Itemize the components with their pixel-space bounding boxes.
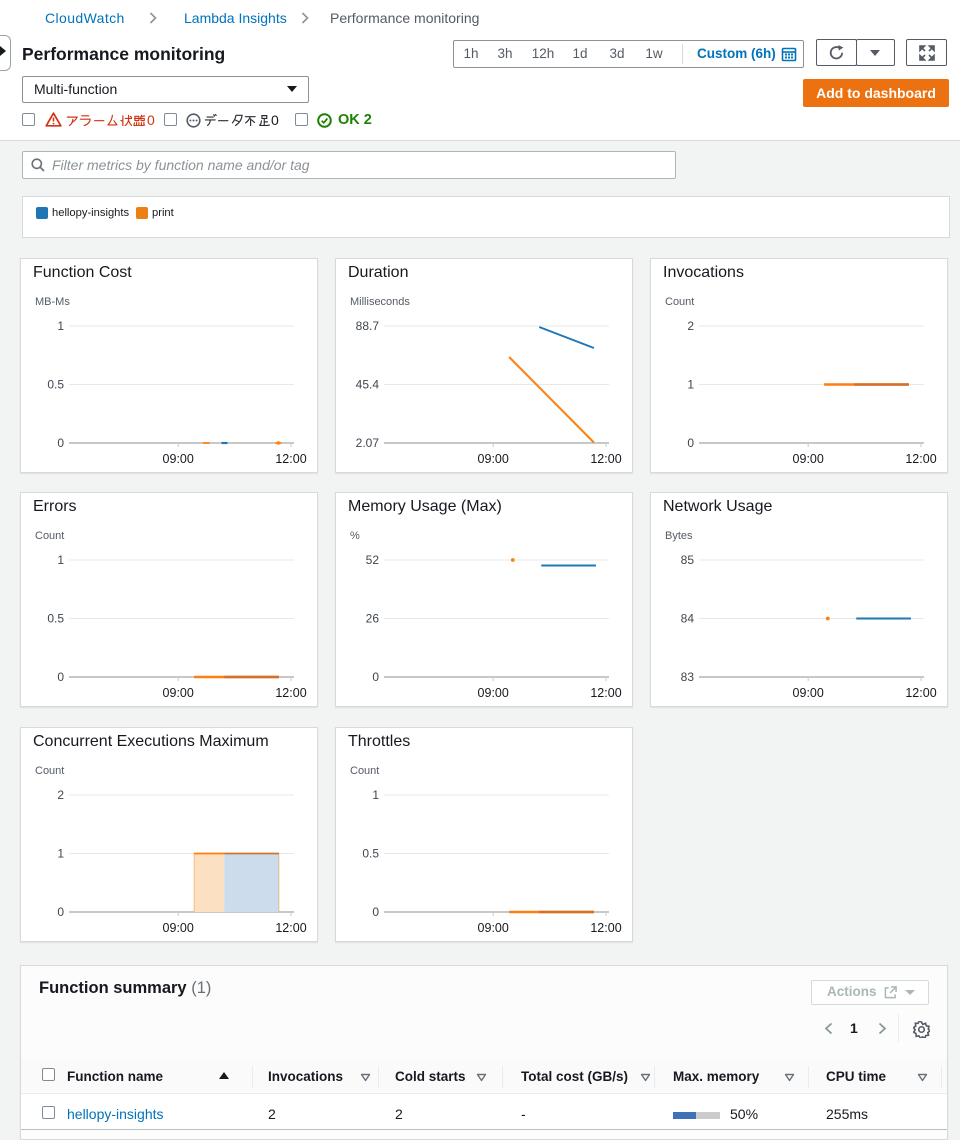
svg-text:0: 0 <box>57 436 64 450</box>
svg-text:1: 1 <box>372 788 379 802</box>
svg-text:2.07: 2.07 <box>356 436 380 450</box>
svg-text:12:00: 12:00 <box>275 452 306 466</box>
svg-text:52: 52 <box>366 553 380 567</box>
svg-text:2: 2 <box>57 788 64 802</box>
svg-text:1: 1 <box>687 378 694 392</box>
svg-text:12:00: 12:00 <box>275 921 306 935</box>
svg-text:84: 84 <box>681 612 695 626</box>
svg-text:09:00: 09:00 <box>163 921 194 935</box>
svg-text:12:00: 12:00 <box>275 686 306 700</box>
svg-text:12:00: 12:00 <box>590 452 621 466</box>
svg-text:09:00: 09:00 <box>793 686 824 700</box>
svg-text:09:00: 09:00 <box>163 452 194 466</box>
svg-text:12:00: 12:00 <box>590 686 621 700</box>
svg-text:1: 1 <box>57 847 64 861</box>
svg-text:0.5: 0.5 <box>362 847 379 861</box>
svg-text:0: 0 <box>687 436 694 450</box>
svg-text:09:00: 09:00 <box>163 686 194 700</box>
svg-text:1: 1 <box>57 319 64 333</box>
svg-text:1: 1 <box>57 553 64 567</box>
svg-text:2: 2 <box>687 319 694 333</box>
svg-text:09:00: 09:00 <box>478 452 509 466</box>
svg-text:85: 85 <box>681 553 695 567</box>
svg-text:12:00: 12:00 <box>590 921 621 935</box>
svg-text:12:00: 12:00 <box>905 686 936 700</box>
svg-text:09:00: 09:00 <box>478 921 509 935</box>
svg-text:09:00: 09:00 <box>793 452 824 466</box>
svg-text:0.5: 0.5 <box>47 612 64 626</box>
svg-text:45.4: 45.4 <box>356 378 380 392</box>
svg-text:09:00: 09:00 <box>478 686 509 700</box>
svg-text:0: 0 <box>57 670 64 684</box>
svg-text:0: 0 <box>372 670 379 684</box>
svg-text:0.5: 0.5 <box>47 378 64 392</box>
svg-text:88.7: 88.7 <box>356 319 380 333</box>
svg-text:83: 83 <box>681 670 695 684</box>
svg-text:0: 0 <box>372 905 379 919</box>
svg-text:0: 0 <box>57 905 64 919</box>
svg-text:12:00: 12:00 <box>905 452 936 466</box>
svg-text:26: 26 <box>366 612 380 626</box>
